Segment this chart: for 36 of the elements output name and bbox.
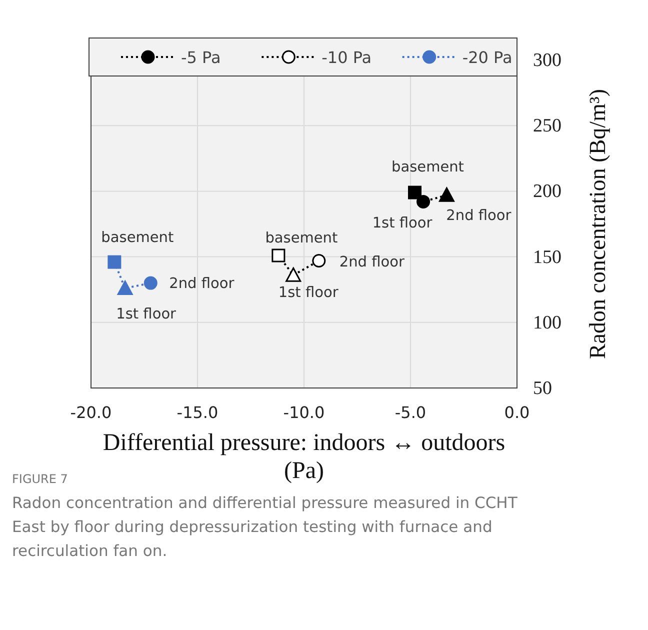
y-tick-label: 50 — [533, 378, 552, 399]
text: Radon concentration and differential pressure measured in CCHT East by floor during depressurization testing with furnace and recirculation fan on. — [12, 494, 518, 560]
y-tick-label: 100 — [533, 312, 562, 334]
x-axis-title: Differential pressure: indoors ↔ outdoors (Pa) — [102, 430, 506, 484]
point — [108, 255, 122, 269]
legend-label: -20 Pa — [462, 48, 512, 67]
annotation: basement — [392, 160, 464, 176]
annotation: 2nd floor — [339, 254, 404, 271]
x-tick-label: 0.0 — [504, 403, 530, 422]
point — [272, 248, 286, 262]
point — [408, 186, 422, 200]
y-axis-title: Radon concentration (Bq/m³) — [585, 88, 610, 360]
x-tick-label: -10.0 — [283, 403, 325, 422]
point — [117, 280, 133, 296]
y-tick-label: 300 — [533, 50, 562, 71]
x-tick-label: -5.0 — [394, 403, 426, 422]
annotation: basement — [101, 230, 174, 246]
annotation: 2nd floor — [446, 208, 512, 224]
point — [286, 267, 302, 282]
annotation: 2nd floor — [169, 276, 234, 292]
point — [438, 187, 454, 202]
caption: FIGURE 7 — [12, 472, 68, 486]
annotation: 1st floor — [278, 285, 338, 302]
annotation: 1st floor — [116, 306, 176, 322]
x-tick-label: -15.0 — [176, 403, 218, 422]
y-tick-label: 250 — [533, 116, 562, 137]
annotation: basement — [265, 230, 338, 246]
x-tick-label: -20.0 — [70, 403, 112, 422]
point — [416, 194, 430, 208]
y-tick-label: 150 — [533, 246, 562, 268]
annotation: 1st floor — [372, 216, 432, 232]
legend-label: -5 Pa — [181, 48, 221, 67]
point — [144, 276, 158, 290]
y-tick-label: 200 — [533, 181, 562, 202]
legend-label: -10 Pa — [322, 48, 372, 67]
point — [312, 254, 326, 268]
